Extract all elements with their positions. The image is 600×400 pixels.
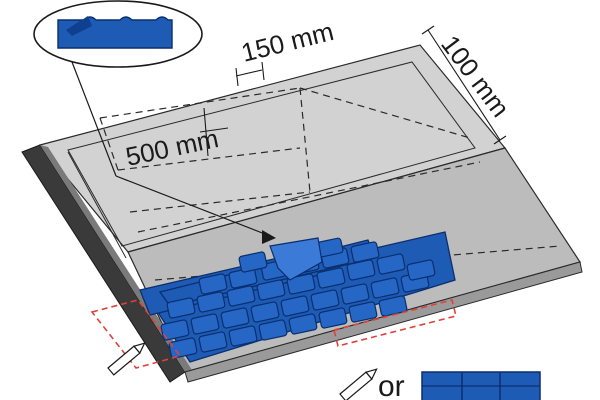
dimension-lines xyxy=(199,25,507,157)
drip-edge-highlight xyxy=(40,145,192,372)
inner-panel xyxy=(67,61,476,247)
left-guide xyxy=(67,151,127,259)
dimension-150mm: 150 mm xyxy=(238,16,336,68)
pencil-icon xyxy=(107,342,146,376)
shingle-strip-icon xyxy=(57,16,173,49)
callout-leader-2 xyxy=(115,175,271,237)
shingle-sample-icon xyxy=(421,371,541,400)
or-label: or xyxy=(378,370,405,400)
red-markers xyxy=(90,299,457,369)
pencil-icon-2 xyxy=(339,368,378,400)
callout-leader xyxy=(71,61,117,177)
dashed-guides xyxy=(99,87,561,281)
lifted-shingle xyxy=(269,237,323,281)
front-edge xyxy=(184,261,583,383)
callout-arrowhead xyxy=(262,230,276,244)
